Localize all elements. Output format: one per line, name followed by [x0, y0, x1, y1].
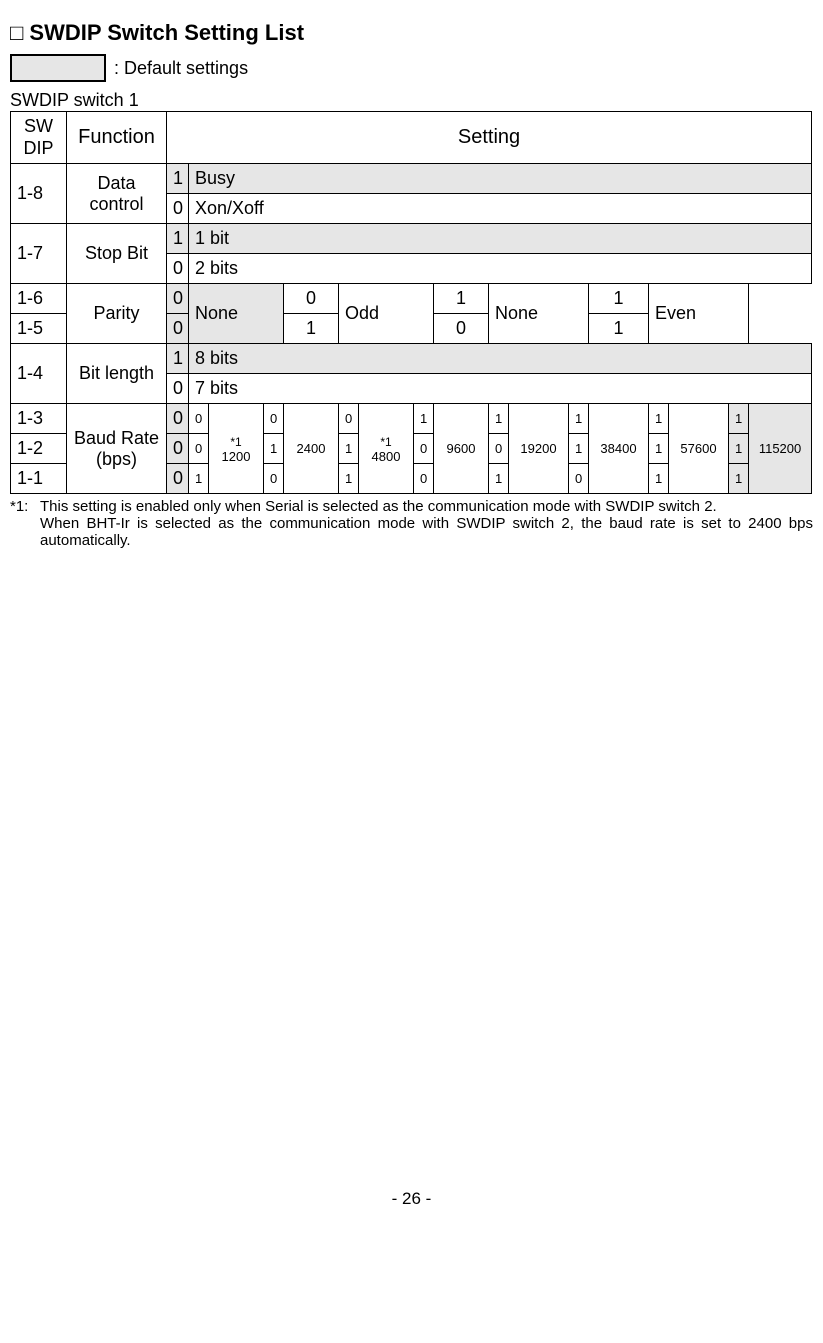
cell: 1: [489, 464, 509, 494]
cell: 0: [434, 314, 489, 344]
func-data-control: Data control: [67, 164, 167, 224]
cell: 0: [284, 284, 339, 314]
cell: 1: [649, 434, 669, 464]
setting-8bits: 8 bits: [189, 344, 812, 374]
footnote-text: This setting is enabled only when Serial…: [40, 498, 813, 549]
setting-busy: Busy: [189, 164, 812, 194]
cell: 1: [189, 464, 209, 494]
page-number: - 26 -: [10, 1189, 813, 1209]
cell: 1: [569, 434, 589, 464]
cell: 1: [589, 284, 649, 314]
cell: 0: [489, 434, 509, 464]
cell: 1: [167, 344, 189, 374]
baud-2400: 2400: [284, 404, 339, 494]
cell: 1: [434, 284, 489, 314]
cell: 1: [649, 464, 669, 494]
cell: 0: [264, 404, 284, 434]
func-stop-bit: Stop Bit: [67, 224, 167, 284]
parity-even: Even: [649, 284, 749, 344]
cell: 1: [489, 404, 509, 434]
setting-1bit: 1 bit: [189, 224, 812, 254]
cell: 0: [167, 284, 189, 314]
cell: 0: [167, 254, 189, 284]
table-caption: SWDIP switch 1: [10, 90, 813, 111]
cell: 0: [167, 374, 189, 404]
baud-57600: 57600: [669, 404, 729, 494]
sw-1-3: 1-3: [11, 404, 67, 434]
cell: 1: [729, 404, 749, 434]
cell: 1: [284, 314, 339, 344]
func-parity: Parity: [67, 284, 167, 344]
func-bit-length: Bit length: [67, 344, 167, 404]
hdr-setting: Setting: [167, 112, 812, 164]
baud-19200: 19200: [509, 404, 569, 494]
parity-odd: Odd: [339, 284, 434, 344]
func-baud-rate: Baud Rate (bps): [67, 404, 167, 494]
cell: 1: [729, 434, 749, 464]
cell: 1: [569, 404, 589, 434]
hdr-function: Function: [67, 112, 167, 164]
parity-none2: None: [489, 284, 589, 344]
cell: 0: [339, 404, 359, 434]
parity-none: None: [189, 284, 284, 344]
cell: 1: [339, 464, 359, 494]
footnote-marker: *1:: [10, 498, 40, 549]
cell: 0: [414, 434, 434, 464]
sw-1-4: 1-4: [11, 344, 67, 404]
cell: 1: [414, 404, 434, 434]
cell: 0: [189, 434, 209, 464]
footnote: *1: This setting is enabled only when Se…: [10, 498, 813, 549]
setting-xonxoff: Xon/Xoff: [189, 194, 812, 224]
cell: 0: [189, 404, 209, 434]
cell: 0: [569, 464, 589, 494]
default-legend: : Default settings: [10, 54, 813, 82]
cell: 1: [167, 224, 189, 254]
baud-38400: 38400: [589, 404, 649, 494]
cell: 0: [167, 194, 189, 224]
baud-9600: 9600: [434, 404, 489, 494]
sw-1-7: 1-7: [11, 224, 67, 284]
default-swatch: [10, 54, 106, 82]
setting-2bits: 2 bits: [189, 254, 812, 284]
baud-4800: *14800: [359, 404, 414, 494]
cell: 0: [264, 464, 284, 494]
page-title: □ SWDIP Switch Setting List: [10, 20, 813, 46]
cell: 1: [167, 164, 189, 194]
swdip-table: SWDIP Function Setting 1-8 Data control …: [10, 111, 812, 494]
setting-7bits: 7 bits: [189, 374, 812, 404]
sw-1-6: 1-6: [11, 284, 67, 314]
sw-1-8: 1-8: [11, 164, 67, 224]
cell: 0: [167, 464, 189, 494]
cell: 1: [264, 434, 284, 464]
cell: 0: [167, 434, 189, 464]
sw-1-2: 1-2: [11, 434, 67, 464]
hdr-swdip: SWDIP: [11, 112, 67, 164]
cell: 1: [339, 434, 359, 464]
cell: 0: [167, 314, 189, 344]
sw-1-5: 1-5: [11, 314, 67, 344]
cell: 1: [729, 464, 749, 494]
default-legend-text: : Default settings: [114, 58, 248, 79]
baud-115200: 115200: [749, 404, 812, 494]
sw-1-1: 1-1: [11, 464, 67, 494]
cell: 1: [649, 404, 669, 434]
cell: 1: [589, 314, 649, 344]
cell: 0: [414, 464, 434, 494]
cell: 0: [167, 404, 189, 434]
baud-1200: *11200: [209, 404, 264, 494]
